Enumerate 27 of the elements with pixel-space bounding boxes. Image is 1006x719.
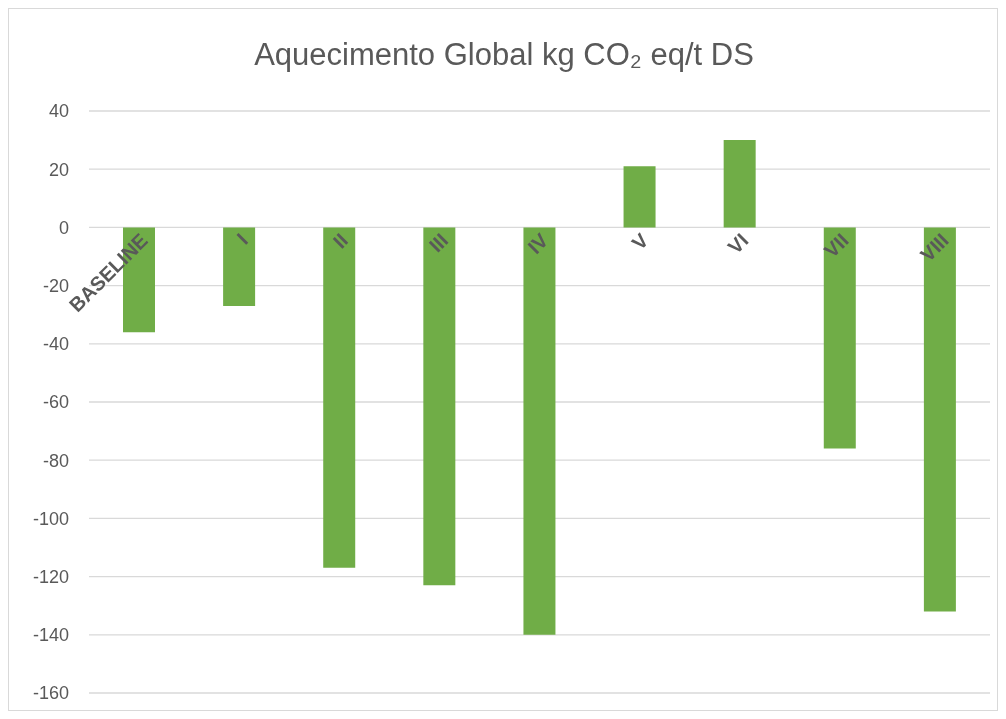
bar xyxy=(423,227,456,586)
bar xyxy=(223,227,256,306)
y-tick-label: -60 xyxy=(42,392,69,413)
y-tick-label: -20 xyxy=(42,275,69,296)
y-tick-label: 0 xyxy=(58,217,69,238)
x-tick-label: VIII xyxy=(915,229,953,266)
chart-title: Aquecimento Global kg CO₂ eq/t DS xyxy=(253,37,755,73)
x-tick-label: II xyxy=(328,229,353,253)
y-tick-label: -140 xyxy=(32,625,69,646)
y-tick-label: -40 xyxy=(42,334,69,355)
x-tick-label: IV xyxy=(523,228,553,258)
bar xyxy=(823,227,856,449)
bar xyxy=(323,227,356,568)
y-tick-label: -100 xyxy=(32,508,69,529)
x-tick-label: VII xyxy=(819,229,853,262)
x-tick-label: I xyxy=(232,229,252,249)
y-tick-label: -160 xyxy=(32,683,69,704)
y-tick-label: 20 xyxy=(48,159,69,180)
x-tick-label: V xyxy=(627,228,653,255)
x-tick-label: III xyxy=(424,229,453,257)
bar xyxy=(723,140,756,228)
y-tick-label: -80 xyxy=(42,450,69,471)
y-tick-label: -120 xyxy=(32,566,69,587)
x-tick-label: VI xyxy=(723,229,753,258)
y-tick-label: 40 xyxy=(48,101,69,122)
bar xyxy=(523,227,556,635)
bar xyxy=(623,166,656,228)
